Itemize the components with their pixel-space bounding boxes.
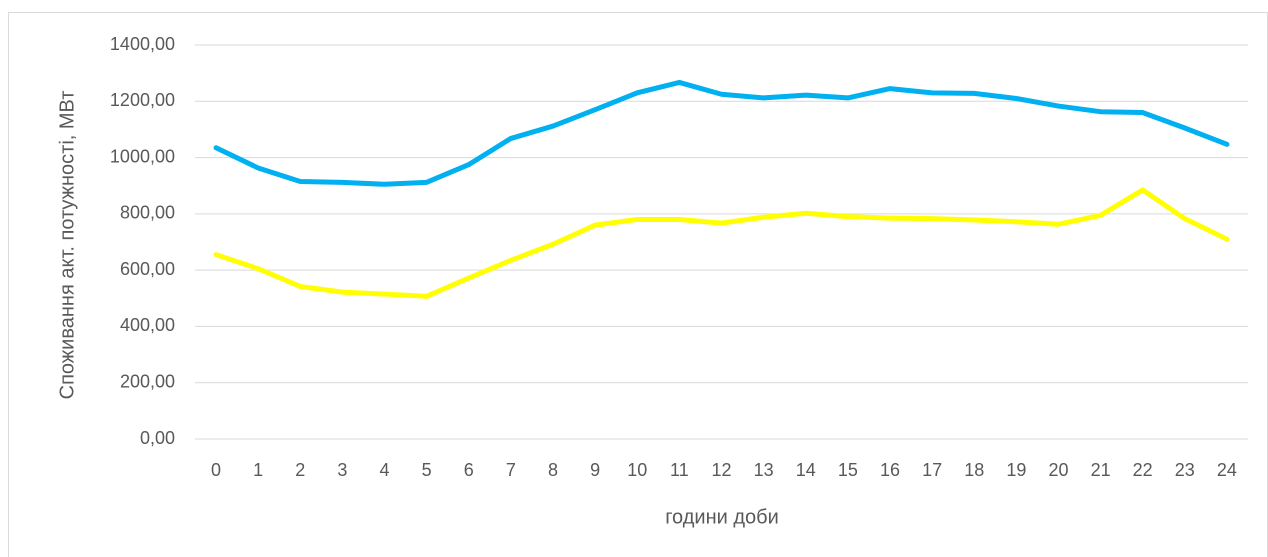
x-tick-label: 19 <box>1006 460 1026 480</box>
x-tick-label: 18 <box>964 460 984 480</box>
y-tick-label: 0,00 <box>140 428 175 448</box>
y-tick-label: 800,00 <box>120 203 175 223</box>
y-tick-label: 200,00 <box>120 371 175 391</box>
y-tick-label: 1200,00 <box>110 90 175 110</box>
y-tick-label: 1000,00 <box>110 146 175 166</box>
y-tick-label: 600,00 <box>120 259 175 279</box>
x-tick-label: 23 <box>1175 460 1195 480</box>
x-tick-label: 5 <box>422 460 432 480</box>
x-tick-label: 16 <box>880 460 900 480</box>
x-tick-label: 1 <box>253 460 263 480</box>
x-tick-label: 20 <box>1048 460 1068 480</box>
x-tick-label: 22 <box>1133 460 1153 480</box>
x-tick-label: 8 <box>548 460 558 480</box>
x-tick-label: 24 <box>1217 460 1237 480</box>
series-line <box>213 187 1230 299</box>
x-tick-label: 0 <box>211 460 221 480</box>
x-tick-label: 14 <box>796 460 816 480</box>
y-tick-label: 400,00 <box>120 315 175 335</box>
x-tick-label: 2 <box>295 460 305 480</box>
x-tick-label: 3 <box>337 460 347 480</box>
x-tick-label: 9 <box>590 460 600 480</box>
x-tick-label: 15 <box>838 460 858 480</box>
y-axis-title: Споживання акт. потужності, МВт <box>56 91 78 400</box>
x-tick-label: 17 <box>922 460 942 480</box>
x-tick-label: 21 <box>1091 460 1111 480</box>
x-tick-label: 7 <box>506 460 516 480</box>
x-tick-label: 4 <box>380 460 390 480</box>
x-tick-label: 10 <box>627 460 647 480</box>
x-axis-title: години доби <box>665 506 779 528</box>
x-tick-label: 13 <box>754 460 774 480</box>
y-tick-label: 1400,00 <box>110 34 175 54</box>
x-tick-label: 11 <box>670 460 689 480</box>
x-tick-label: 6 <box>464 460 474 480</box>
x-tick-label: 12 <box>711 460 731 480</box>
series-line <box>213 79 1230 187</box>
